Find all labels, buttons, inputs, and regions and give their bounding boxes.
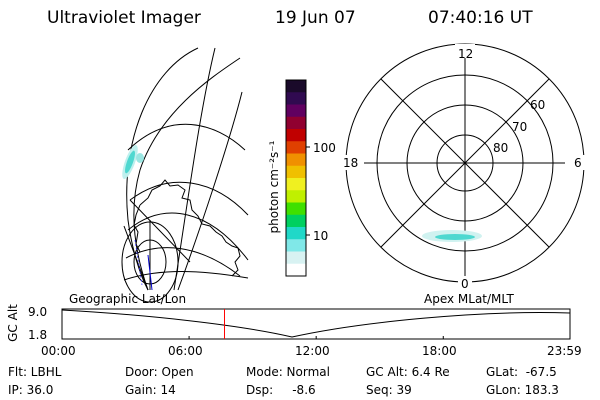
timeline-y-tick-low: 1.8 xyxy=(28,328,48,342)
mlat-label-60: 60 xyxy=(530,98,546,112)
polar-aurora-emission xyxy=(422,230,482,242)
gain-value: Gain: 14 xyxy=(125,383,176,397)
mlat-label-80: 80 xyxy=(493,141,509,155)
timeline-x-tick-2359: 23:59 xyxy=(547,344,582,358)
timeline-right-label: Apex MLat/MLT xyxy=(424,292,514,306)
glat-value: GLat: -67.5 xyxy=(486,365,557,379)
dsp-value: Dsp: -8.6 xyxy=(246,383,316,397)
gc-alt-value: GC Alt: 6.4 Re xyxy=(366,365,450,379)
glon-value: GLon: 183.3 xyxy=(486,383,559,397)
observation-time: 07:40:16 UT xyxy=(428,8,533,28)
mlat-label-70: 70 xyxy=(512,120,528,134)
mlt-label-18: 18 xyxy=(343,156,359,170)
timeline-x-tick-0600: 06:00 xyxy=(168,344,203,358)
colorbar-tick-100: 100 xyxy=(313,141,336,155)
mlt-label-0: 0 xyxy=(461,277,469,291)
timeline-left-label: Geographic Lat/Lon xyxy=(69,292,187,306)
instrument-title: Ultraviolet Imager xyxy=(47,8,201,28)
mode-value: Mode: Normal xyxy=(246,365,330,379)
door-value: Door: Open xyxy=(125,365,194,379)
seq-value: Seq: 39 xyxy=(366,383,412,397)
ip-value: IP: 36.0 xyxy=(8,383,54,397)
observation-date: 19 Jun 07 xyxy=(275,8,356,28)
timeline-x-tick-0000: 00:00 xyxy=(41,344,76,358)
colorbar-tick-10: 10 xyxy=(313,229,329,243)
timeline-x-tick-1800: 18:00 xyxy=(422,344,457,358)
mlt-label-6: 6 xyxy=(574,156,582,170)
timeline-y-tick-high: 9.0 xyxy=(28,305,48,319)
filter-value: Flt: LBHL xyxy=(8,365,62,379)
mlt-label-12: 12 xyxy=(458,47,474,61)
timeline-x-tick-1200: 12:00 xyxy=(295,344,330,358)
aurora-emission-map xyxy=(122,144,144,180)
